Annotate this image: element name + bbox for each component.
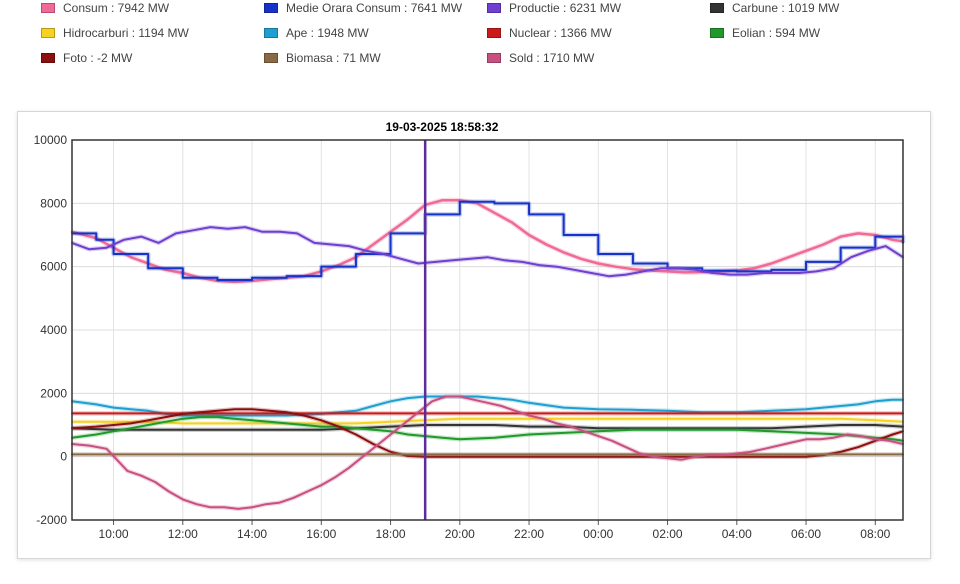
- y-tick-label: 8000: [40, 196, 67, 210]
- x-tick-label: 04:00: [722, 527, 752, 541]
- legend-item[interactable]: Sold : 1710 MW: [487, 50, 594, 66]
- legend-item[interactable]: Productie : 6231 MW: [487, 0, 621, 16]
- legend-item[interactable]: Eolian : 594 MW: [710, 25, 820, 41]
- legend-label: Sold : 1710 MW: [509, 51, 595, 65]
- legend-swatch: [487, 3, 501, 13]
- legend-swatch: [264, 53, 278, 63]
- legend-label: Medie Orara Consum : 7641 MW: [286, 1, 463, 15]
- legend-swatch: [487, 28, 501, 38]
- legend-swatch: [41, 28, 55, 38]
- legend-item[interactable]: Biomasa : 71 MW: [264, 50, 381, 66]
- legend-item[interactable]: Medie Orara Consum : 7641 MW: [264, 0, 462, 16]
- legend: Consum : 7942 MW Medie Orara Consum : 764…: [0, 0, 960, 70]
- legend-item[interactable]: Consum : 7942 MW: [41, 0, 169, 16]
- y-tick-label: 2000: [40, 386, 67, 400]
- legend-item[interactable]: Foto : -2 MW: [41, 50, 132, 66]
- series-line-sold: [71, 395, 904, 510]
- legend-item[interactable]: Hidrocarburi : 1194 MW: [41, 25, 189, 41]
- x-tick-label: 10:00: [99, 527, 129, 541]
- x-tick-label: 20:00: [445, 527, 475, 541]
- legend-label: Hidrocarburi : 1194 MW: [63, 26, 189, 40]
- x-tick-label: 16:00: [306, 527, 336, 541]
- legend-label: Foto : -2 MW: [63, 51, 133, 65]
- legend-label: Productie : 6231 MW: [509, 1, 622, 15]
- chart-title: 19-03-2025 18:58:32: [385, 120, 499, 134]
- legend-item[interactable]: Nuclear : 1366 MW: [487, 25, 612, 41]
- x-tick-label: 06:00: [791, 527, 821, 541]
- y-tick-label: 4000: [40, 323, 67, 337]
- legend-swatch: [41, 3, 55, 13]
- legend-label: Biomasa : 71 MW: [286, 51, 381, 65]
- series-line-medie-orara-consum: [71, 200, 904, 281]
- legend-label: Ape : 1948 MW: [286, 26, 369, 40]
- x-tick-label: 00:00: [583, 527, 613, 541]
- series-line-hidrocarburi: [71, 417, 904, 425]
- legend-swatch: [264, 28, 278, 38]
- x-tick-label: 02:00: [653, 527, 683, 541]
- legend-item[interactable]: Carbune : 1019 MW: [710, 0, 839, 16]
- x-tick-label: 18:00: [376, 527, 406, 541]
- legend-swatch: [41, 53, 55, 63]
- series-line-carbune: [71, 424, 904, 431]
- legend-label: Nuclear : 1366 MW: [509, 26, 612, 40]
- legend-label: Eolian : 594 MW: [732, 26, 821, 40]
- x-tick-label: 12:00: [168, 527, 198, 541]
- plot-border: [71, 139, 904, 521]
- x-tick-label: 22:00: [514, 527, 544, 541]
- legend-swatch: [487, 53, 501, 63]
- y-tick-label: -2000: [36, 513, 67, 527]
- series-line-eolian: [71, 416, 904, 442]
- y-tick-label: 10000: [34, 133, 68, 147]
- x-tick-label: 14:00: [237, 527, 267, 541]
- y-tick-label: 0: [60, 450, 67, 464]
- x-tick-label: 08:00: [860, 527, 890, 541]
- y-tick-label: 6000: [40, 260, 67, 274]
- legend-swatch: [264, 3, 278, 13]
- legend-label: Consum : 7942 MW: [63, 1, 170, 15]
- legend-swatch: [710, 3, 724, 13]
- series-line-productie: [71, 226, 904, 278]
- legend-swatch: [710, 28, 724, 38]
- legend-item[interactable]: Ape : 1948 MW: [264, 25, 369, 41]
- legend-label: Carbune : 1019 MW: [732, 1, 840, 15]
